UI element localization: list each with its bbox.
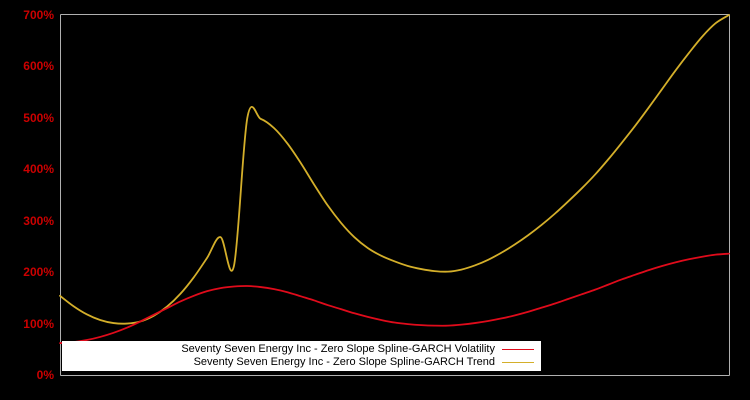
y-tick-label: 200% — [23, 265, 54, 280]
y-tick-label: 500% — [23, 110, 54, 125]
y-tick-label: 0% — [36, 368, 54, 382]
series-line-trend — [59, 14, 730, 325]
y-tick-label: 600% — [23, 59, 54, 74]
legend-item: Seventy Seven Energy Inc - Zero Slope Sp… — [63, 343, 536, 356]
y-tick-label: 100% — [23, 316, 54, 331]
data-series-group — [59, 14, 730, 345]
legend-label-volatility: Seventy Seven Energy Inc - Zero Slope Sp… — [181, 343, 495, 355]
legend-item: Seventy Seven Energy Inc - Zero Slope Sp… — [63, 356, 536, 369]
series-line-volatility — [59, 252, 730, 345]
legend-swatch-trend — [502, 362, 534, 363]
y-tick-label: 400% — [23, 162, 54, 177]
legend-swatch-volatility — [502, 349, 534, 350]
chart-legend: Seventy Seven Energy Inc - Zero Slope Sp… — [62, 341, 541, 371]
plot-axes — [60, 14, 730, 376]
y-tick-label: 300% — [23, 213, 54, 228]
legend-label-trend: Seventy Seven Energy Inc - Zero Slope Sp… — [193, 356, 495, 368]
y-tick-label: 700% — [23, 8, 54, 22]
